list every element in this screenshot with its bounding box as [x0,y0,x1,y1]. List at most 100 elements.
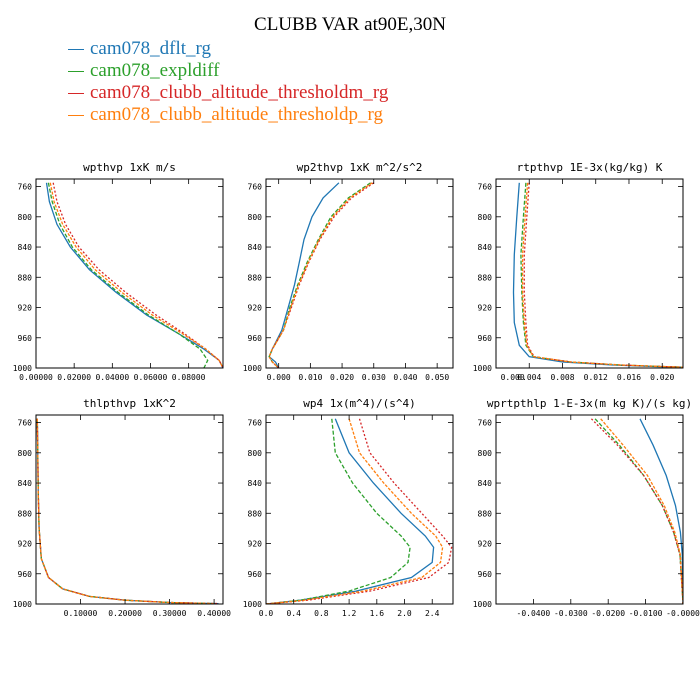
plot-frame [265,414,454,605]
series-group [268,182,375,368]
figure-title: CLUBB VAR at90E,30N [254,14,446,35]
series-line-3 [521,182,683,368]
x-tick-label: 0.050 [425,373,449,382]
legend-label: cam078_clubb_altitude_thresholdp_rg [90,104,384,125]
y-tick-label: 1000 [243,600,262,609]
chart-panel-5: wprtpthlp 1-E-3x(m kg K)/(s kg) 760 800 840… [473,397,700,618]
series-line-3 [266,418,444,604]
legend-swatch [68,93,84,95]
y-tick-label: 1000 [473,364,492,373]
series-line-1 [266,418,411,604]
x-tick-label: 0.004 [517,373,541,382]
legend-entry-thresholdp: cam078_clubb_altitude_thresholdp_rg [68,104,388,126]
y-tick-label: 800 [18,213,33,222]
series-line-2 [266,418,453,604]
y-tick-label: 960 [478,334,493,343]
x-tick-label: 0.000 [267,373,291,382]
x-tick-label: 0.20000 [108,609,142,618]
series-group [590,418,683,604]
y-tick-label: 920 [478,540,493,549]
y-tick-label: 920 [248,304,263,313]
series-line-2 [590,418,683,604]
plot-frame [495,178,684,369]
x-tick-label: 1.2 [342,609,357,618]
y-tick-label: 880 [248,273,263,282]
series-group [45,182,223,368]
x-tick-label: 0.010 [298,373,322,382]
series-line-2 [52,182,223,368]
legend-entry-expldiff: cam078_expldiff [68,60,388,82]
y-tick-label: 840 [248,479,263,488]
y-tick-label: 960 [248,334,263,343]
x-tick-label: 0.06000 [134,373,168,382]
y-tick-label: 920 [18,304,33,313]
y-tick-label: 920 [248,540,263,549]
chart-title: wp4 1x(m^4)/(s^4) [303,397,416,410]
x-tick-label: 2.0 [397,609,412,618]
series-line-0 [45,182,223,368]
x-tick-label: 0.030 [362,373,386,382]
series-group [266,418,453,604]
y-tick-label: 800 [478,449,493,458]
series-line-0 [36,418,219,604]
y-tick-label: 800 [478,213,493,222]
y-tick-label: 960 [478,570,493,579]
y-tick-label: 880 [18,273,33,282]
x-tick-label: 0.10000 [64,609,98,618]
series-line-0 [639,418,683,604]
x-tick-label: -0.0100 [629,609,663,618]
series-line-0 [266,418,435,604]
y-tick-label: 960 [18,570,33,579]
y-tick-label: 800 [248,449,263,458]
series-line-1 [268,182,371,368]
y-tick-label: 840 [478,479,493,488]
x-tick-label: 0.000 [501,373,525,382]
x-tick-label: 0.00000 [19,373,53,382]
y-tick-label: 840 [18,243,33,252]
legend-swatch [68,71,84,73]
x-tick-label: 0.4 [286,609,301,618]
plot-frame [35,414,224,605]
legend-swatch [68,115,84,117]
y-tick-label: 760 [478,419,493,428]
x-tick-label: 0.30000 [153,609,187,618]
series-line-2 [36,418,219,604]
y-tick-label: 920 [478,304,493,313]
plot-frame [35,178,224,369]
y-tick-label: 760 [248,419,263,428]
chart-title: wp2thvp 1xK m^2/s^2 [297,161,423,174]
y-tick-label: 880 [478,509,493,518]
chart-title: wpthvp 1xK m/s [83,161,176,174]
series-line-3 [49,182,223,368]
legend: cam078_dflt_rg cam078_expldiff cam078_cl… [68,38,388,126]
chart-panel-2: rtpthvp 1E-3x(kg/kg) K 760 800 840 880 920 960… [473,161,684,382]
y-tick-label: 960 [18,334,33,343]
series-line-3 [36,418,215,604]
series-group [512,182,683,368]
series-line-1 [520,182,683,368]
y-tick-label: 840 [248,243,263,252]
series-line-3 [600,418,683,604]
y-tick-label: 880 [18,509,33,518]
y-tick-label: 1000 [13,364,32,373]
legend-label: cam078_clubb_altitude_thresholdm_rg [90,82,389,103]
chart-panel-3: thlpthvp 1xK^2 760 800 840 880 920 960 1000 0.10… [13,397,231,618]
x-tick-label: 0.040 [393,373,417,382]
x-tick-label: 0.008 [550,373,574,382]
y-tick-label: 1000 [13,600,32,609]
chart-panel-4: wp4 1x(m^4)/(s^4)76080084088092096010000… [243,397,454,618]
x-tick-label: -0.0200 [591,609,625,618]
x-tick-label: -0.0300 [554,609,588,618]
y-tick-label: 960 [248,570,263,579]
x-tick-label: 2.4 [425,609,440,618]
legend-label: cam078_dflt_rg [90,38,212,59]
y-tick-label: 920 [18,540,33,549]
plot-frame [265,178,454,369]
y-tick-label: 1000 [473,600,492,609]
chart-title: thlpthvp 1xK^2 [83,397,176,410]
y-tick-label: 760 [248,183,263,192]
series-line-0 [268,182,340,368]
x-tick-label: 1.6 [370,609,385,618]
legend-entry-dflt: cam078_dflt_rg [68,38,388,60]
